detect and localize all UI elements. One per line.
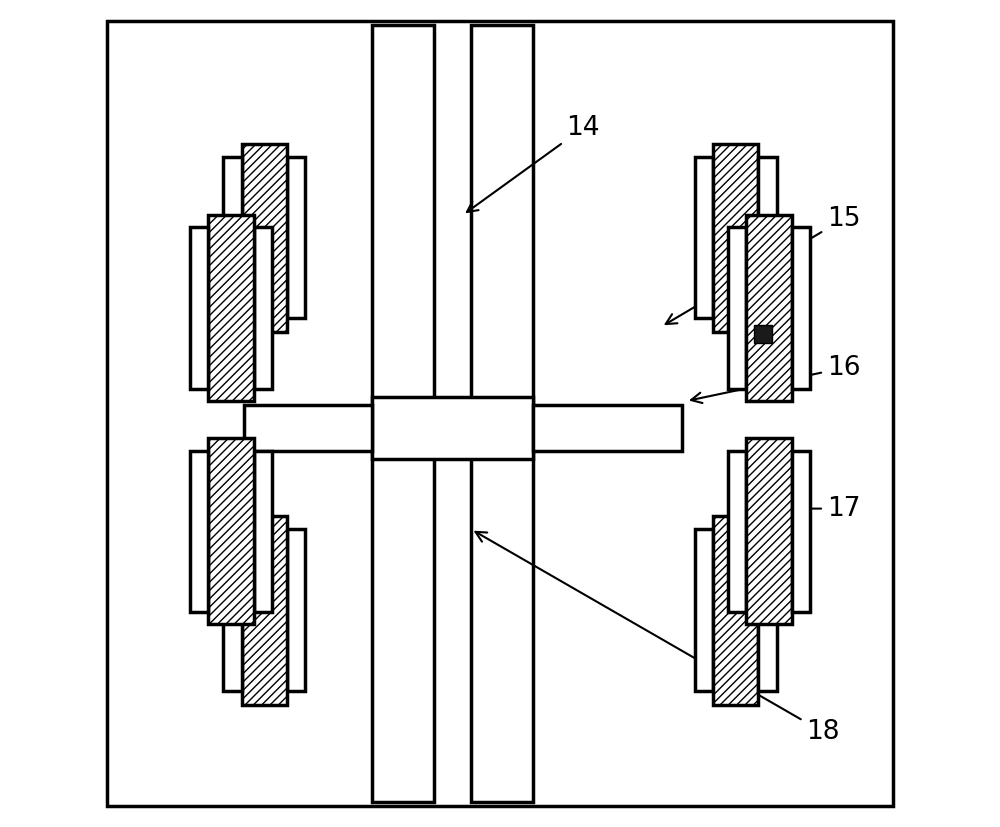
Bar <box>208 215 254 401</box>
Bar <box>792 227 810 389</box>
Bar <box>254 227 272 389</box>
Bar <box>287 529 305 691</box>
Bar <box>190 227 208 389</box>
Bar <box>287 157 305 318</box>
Bar <box>190 451 208 612</box>
Bar <box>223 157 242 318</box>
Bar <box>695 529 713 691</box>
Bar <box>471 25 533 802</box>
Text: 15: 15 <box>666 206 860 324</box>
Bar <box>713 516 758 705</box>
Bar <box>758 529 777 691</box>
Bar <box>746 215 792 401</box>
Bar <box>254 451 272 612</box>
Bar <box>244 405 372 451</box>
Bar <box>242 144 287 332</box>
Bar <box>728 451 746 612</box>
Bar <box>792 451 810 612</box>
Bar <box>533 405 682 451</box>
Bar <box>758 157 777 318</box>
Bar <box>728 227 746 389</box>
Bar <box>372 25 434 802</box>
Text: 18: 18 <box>475 532 839 745</box>
Bar <box>695 157 713 318</box>
Bar <box>223 529 242 691</box>
Bar <box>372 397 533 459</box>
Bar <box>754 325 772 343</box>
Text: 14: 14 <box>467 115 600 212</box>
Bar <box>746 438 792 624</box>
Bar <box>242 516 287 705</box>
Text: 16: 16 <box>691 355 860 403</box>
Bar <box>713 144 758 332</box>
Text: 17: 17 <box>782 495 860 522</box>
Bar <box>208 438 254 624</box>
